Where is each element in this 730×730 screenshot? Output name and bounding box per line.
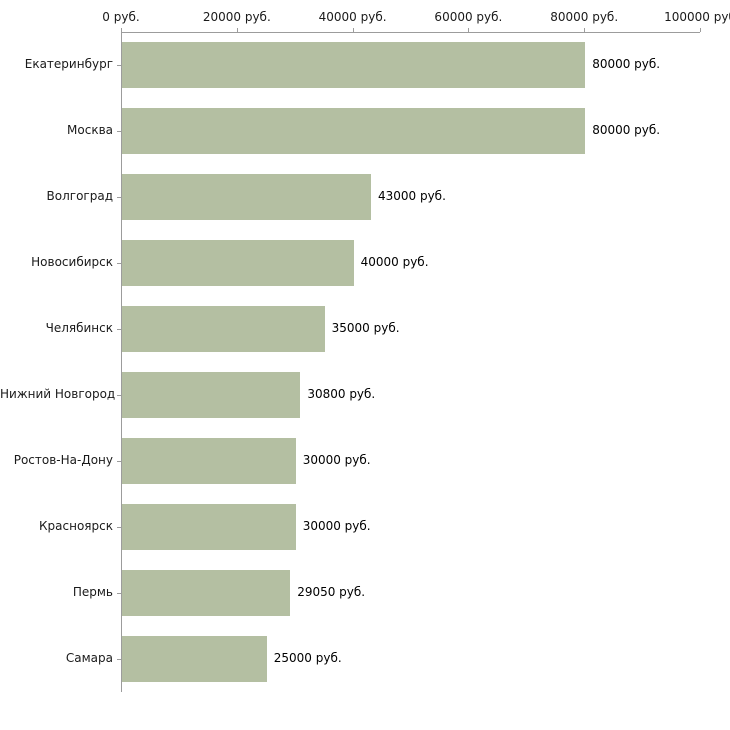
bar <box>122 306 325 352</box>
category-label: Москва <box>67 123 113 137</box>
bar-row: Волгоград 43000 руб. <box>0 164 730 230</box>
bar-row: Челябинск 35000 руб. <box>0 296 730 362</box>
bar <box>122 570 291 616</box>
bar-row: Самара 25000 руб. <box>0 626 730 692</box>
y-tick-mark <box>117 395 121 396</box>
value-label: 43000 руб. <box>377 189 446 203</box>
value-label: 25000 руб. <box>273 651 342 665</box>
bar <box>122 240 354 286</box>
category-label: Самара <box>65 651 113 665</box>
x-tick-label: 40000 руб. <box>318 10 387 24</box>
y-axis-line <box>121 32 122 692</box>
bar <box>122 636 267 682</box>
x-tick-label: 60000 руб. <box>434 10 503 24</box>
x-tick-mark <box>121 28 122 32</box>
value-label: 30000 руб. <box>302 453 371 467</box>
bar-row: Красноярск 30000 руб. <box>0 494 730 560</box>
bar <box>122 438 296 484</box>
category-label: Пермь <box>72 585 113 599</box>
x-tick-label: 100000 руб <box>664 10 730 24</box>
y-tick-mark <box>117 263 121 264</box>
value-label: 35000 руб. <box>331 321 400 335</box>
value-label: 80000 руб. <box>592 57 661 71</box>
x-tick-mark <box>584 28 586 32</box>
x-tick-mark <box>236 28 238 32</box>
y-tick-mark <box>117 65 121 66</box>
bar <box>122 108 586 154</box>
x-tick-label: 80000 руб. <box>550 10 619 24</box>
category-label: Ростов-На-Дону <box>13 453 113 467</box>
bar <box>122 174 371 220</box>
x-tick-mark <box>352 28 354 32</box>
y-tick-mark <box>117 659 121 660</box>
category-label: Волгоград <box>46 189 113 203</box>
bar-row: Новосибирск 40000 руб. <box>0 230 730 296</box>
y-tick-mark <box>117 593 121 594</box>
bar-row: Пермь 29050 руб. <box>0 560 730 626</box>
bar-row: Ростов-На-Дону 30000 руб. <box>0 428 730 494</box>
value-label: 30000 руб. <box>302 519 371 533</box>
value-label: 40000 руб. <box>360 255 429 269</box>
category-label: Екатеринбург <box>24 57 113 71</box>
x-tick-mark <box>700 28 701 32</box>
category-label: Нижний Новгород <box>0 387 116 401</box>
y-tick-mark <box>117 329 121 330</box>
x-tick-mark <box>468 28 470 32</box>
value-label: 80000 руб. <box>592 123 661 137</box>
bar-row: Нижний Новгород 30800 руб. <box>0 362 730 428</box>
y-tick-mark <box>117 197 121 198</box>
y-tick-mark <box>117 131 121 132</box>
y-tick-mark <box>117 461 121 462</box>
bar-row: Москва 80000 руб. <box>0 98 730 164</box>
x-tick-label: 20000 руб. <box>202 10 271 24</box>
bar <box>122 372 301 418</box>
bar <box>122 504 296 550</box>
value-label: 29050 руб. <box>297 585 366 599</box>
category-label: Челябинск <box>45 321 113 335</box>
category-label: Красноярск <box>39 519 113 533</box>
value-label: 30800 руб. <box>307 387 376 401</box>
x-tick-label: 0 руб. <box>102 10 140 24</box>
category-label: Новосибирск <box>31 255 113 269</box>
y-tick-mark <box>117 527 121 528</box>
bar <box>122 42 586 88</box>
bar-row: Екатеринбург 80000 руб. <box>0 32 730 98</box>
x-axis-line <box>121 32 700 33</box>
